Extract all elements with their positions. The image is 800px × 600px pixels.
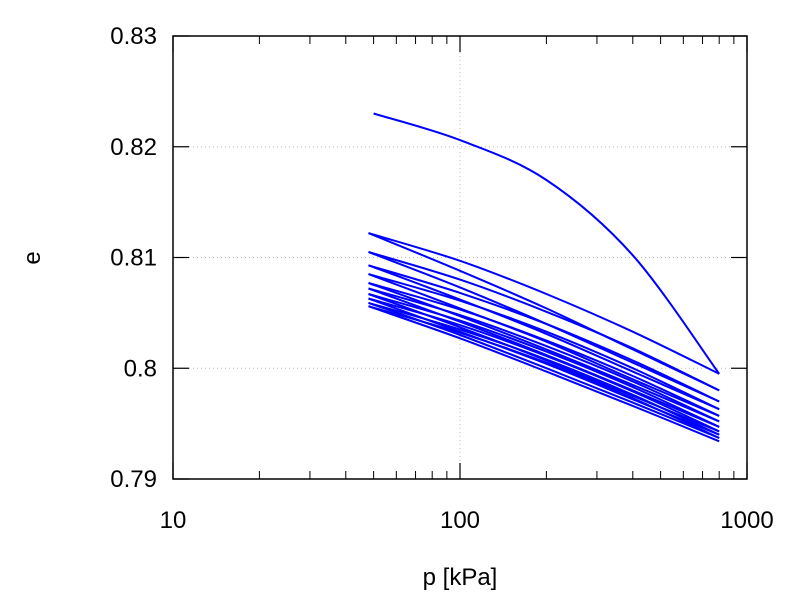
series-line-unload-9 bbox=[368, 301, 720, 436]
x-tick-label: 10 bbox=[160, 507, 187, 534]
x-tick-labels: 10 100 1000 bbox=[160, 507, 774, 534]
x-tick-label: 1000 bbox=[720, 507, 773, 534]
series-line-unload-1 bbox=[368, 232, 720, 375]
series-line-reload-4 bbox=[368, 273, 720, 417]
x-axis-title: p [kPa] bbox=[423, 564, 498, 591]
series-line-initial-loading bbox=[373, 112, 721, 375]
series-line-unload-2 bbox=[368, 251, 720, 392]
y-tick-label: 0.83 bbox=[110, 23, 157, 50]
series-line-reload-10 bbox=[368, 305, 720, 443]
series-line-unload-4 bbox=[368, 273, 720, 411]
series-line-unload-8 bbox=[368, 297, 720, 433]
grid-lines bbox=[173, 36, 747, 479]
y-tick-label: 0.79 bbox=[110, 466, 157, 493]
series-line-unload-6 bbox=[368, 287, 720, 423]
series-line-unload-7 bbox=[368, 293, 720, 428]
y-tick-label: 0.8 bbox=[124, 355, 157, 382]
series-curves bbox=[368, 112, 721, 443]
series-line-reload-3 bbox=[368, 264, 720, 411]
series-line-reload-2 bbox=[368, 251, 720, 403]
series-line-unload-3 bbox=[368, 264, 720, 403]
plot-frame bbox=[172, 35, 748, 480]
series-line-unload-10 bbox=[368, 305, 720, 439]
x-tick-label: 100 bbox=[440, 507, 480, 534]
y-tick-labels: 0.79 0.8 0.81 0.82 0.83 bbox=[110, 23, 157, 493]
y-tick-label: 0.81 bbox=[110, 245, 157, 272]
series-line-reload-1 bbox=[368, 232, 720, 392]
y-axis-title: e bbox=[19, 251, 46, 264]
series-line-unload-5 bbox=[368, 282, 720, 417]
y-tick-label: 0.82 bbox=[110, 134, 157, 161]
